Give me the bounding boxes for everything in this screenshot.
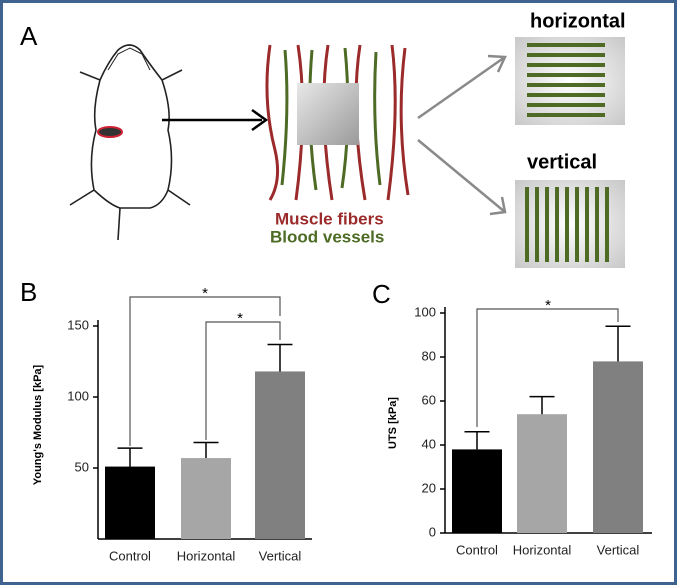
y-tick-label: 100: [414, 304, 436, 319]
y-tick-label: 0: [429, 524, 436, 539]
error-bar: [464, 431, 490, 450]
bar: [255, 371, 305, 539]
y-tick-label: 20: [422, 480, 436, 495]
significance-mark: *: [202, 285, 208, 302]
x-tick-label: Vertical: [259, 548, 302, 563]
x-tick-label: Horizontal: [177, 548, 236, 563]
bar: [105, 466, 155, 539]
y-axis-label: Young's Modulus [kPa]: [32, 364, 44, 485]
significance-bracket: [129, 296, 281, 446]
bar: [452, 449, 502, 533]
y-tick-label: 150: [67, 317, 89, 332]
diagram-label: horizontal: [530, 10, 626, 32]
significance-mark: *: [545, 297, 551, 314]
legend-label: Blood vessels: [270, 227, 384, 246]
y-tick-label: 100: [67, 388, 89, 403]
significance-bracket: [205, 321, 281, 440]
y-tick-label: 80: [422, 348, 436, 363]
bar: [181, 458, 231, 539]
y-tick-label: 40: [422, 436, 436, 451]
significance-mark: *: [237, 310, 243, 327]
panel-label: C: [372, 279, 391, 309]
y-tick-label: 60: [422, 392, 436, 407]
legend-label: Muscle fibers: [275, 209, 384, 228]
error-bar: [193, 441, 219, 459]
panel-label: B: [20, 277, 37, 307]
x-tick-label: Horizontal: [513, 542, 572, 557]
bar: [517, 414, 567, 533]
y-axis-label: UTS [kPa]: [387, 397, 399, 449]
mouse-sketch: [69, 44, 191, 241]
x-tick-label: Control: [456, 542, 498, 557]
bar: [593, 361, 643, 533]
vertical-lines: [525, 187, 609, 262]
horizontal-lines: [527, 43, 605, 117]
horizontal-pattern: [515, 37, 625, 125]
significance-bracket: [476, 308, 619, 427]
error-bar: [117, 447, 143, 467]
x-tick-label: Vertical: [597, 542, 640, 557]
panel-label: A: [20, 21, 38, 51]
y-tick-label: 50: [75, 459, 89, 474]
x-tick-label: Control: [109, 548, 151, 563]
diagram-label: vertical: [527, 151, 597, 173]
arrows: [417, 54, 507, 216]
error-bar: [267, 343, 293, 372]
error-bar: [529, 395, 555, 415]
error-bar: [605, 325, 631, 362]
sample-square: [297, 83, 359, 145]
arrow-head: [251, 108, 269, 132]
fibers: [265, 44, 410, 201]
